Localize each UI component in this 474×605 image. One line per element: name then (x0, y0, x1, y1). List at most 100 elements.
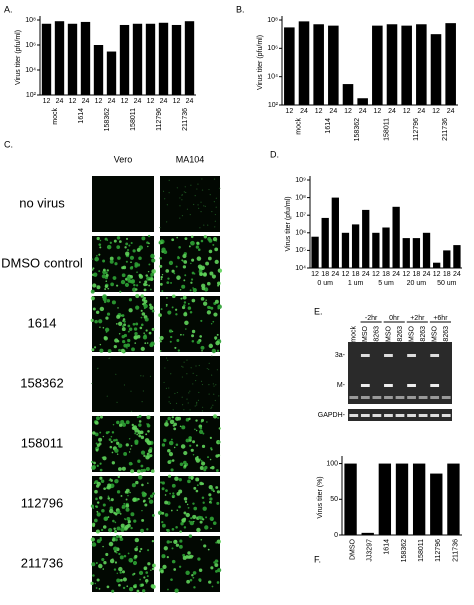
cell-spot (206, 281, 211, 286)
cell-spot (123, 384, 126, 386)
x-tick-label: 12 (344, 108, 352, 115)
cell-spot (109, 558, 115, 564)
cell-spot (117, 467, 122, 471)
cell-spot (105, 552, 109, 557)
cell-spot (141, 323, 144, 327)
cell-spot (190, 262, 192, 265)
x-tick-label: 24 (329, 108, 337, 115)
cell-spot (178, 246, 181, 249)
cell-spot (101, 509, 105, 513)
cell-spot (128, 327, 133, 332)
cell-spot (166, 540, 170, 544)
cell-spot (213, 178, 216, 180)
cell-spot (198, 578, 202, 582)
cell-spot (214, 336, 218, 340)
cell-spot (145, 455, 150, 460)
bar (342, 84, 354, 105)
cell-spot (186, 579, 191, 584)
cell-spot (211, 374, 213, 376)
cell-spot (165, 489, 168, 492)
group-label: 1614 (78, 108, 85, 124)
cell-spot (129, 448, 132, 450)
cell-spot (102, 435, 105, 438)
y-tick-label: 10⁸ (267, 17, 278, 24)
cell-spot (98, 270, 101, 273)
cell-spot (163, 438, 167, 443)
cell-spot (163, 381, 165, 384)
cell-spot (96, 285, 101, 290)
cell-spot (108, 479, 111, 482)
cell-spot (195, 402, 198, 404)
cell-spot (183, 464, 187, 468)
cell-spot (196, 188, 198, 190)
cell-spot (114, 521, 117, 524)
cell-spot (99, 326, 101, 328)
cell-spot (106, 298, 111, 303)
cell-spot (116, 401, 118, 403)
cell-spot (169, 492, 171, 495)
cell-spot (148, 284, 151, 287)
cell-spot (212, 243, 215, 246)
cell-spot (175, 525, 178, 529)
cell-spot (182, 265, 187, 269)
cell-spot (130, 242, 133, 245)
cell-spot (193, 520, 195, 523)
cell-spot (212, 383, 214, 385)
cell-spot (182, 334, 185, 336)
cell-spot (114, 262, 118, 266)
cell-spot (205, 299, 207, 301)
y-tick-label: 100 (326, 460, 338, 467)
band (430, 396, 440, 399)
cell-spot (206, 421, 208, 423)
cell-spot (206, 310, 212, 315)
cell-spot (209, 436, 212, 439)
cell-spot (96, 510, 99, 513)
cell-spot (96, 368, 99, 370)
x-tick-label: 24 (134, 98, 142, 105)
cell-spot (196, 374, 198, 377)
cell-spot (201, 406, 204, 408)
cell-spot (102, 297, 107, 302)
x-tick-label: 12 (173, 98, 181, 105)
cell-spot (128, 557, 134, 563)
cell-spot (99, 468, 103, 472)
cell-spot (197, 557, 201, 561)
cell-spot (138, 570, 144, 575)
cell-spot (175, 443, 179, 446)
cell-spot (140, 294, 144, 298)
cell-spot (205, 516, 208, 519)
bar (416, 24, 427, 106)
band (360, 354, 370, 357)
y-axis-label: Virus titer (pfu/ml) (15, 30, 22, 85)
cell-spot (129, 266, 134, 270)
cell-spot (168, 387, 170, 389)
cell-spot (99, 239, 102, 242)
cell-spot (134, 342, 137, 344)
x-tick-label: 12 (315, 108, 323, 115)
cell-spot (191, 298, 196, 303)
band (384, 384, 393, 387)
cell-spot (138, 423, 142, 427)
cell-spot (95, 416, 100, 421)
cell-spot (171, 416, 174, 419)
cell-spot (149, 288, 152, 291)
cell-spot (170, 509, 173, 512)
cell-spot (216, 490, 221, 494)
cell-spot (213, 385, 215, 387)
cell-spot (147, 245, 149, 248)
cell-spot (112, 519, 115, 523)
cell-spot (130, 444, 133, 447)
cell-spot (123, 554, 127, 558)
cell-spot (140, 375, 142, 377)
y-tick-label: 10⁴ (25, 67, 36, 74)
cell-spot (182, 295, 187, 300)
cell-spot (191, 329, 196, 334)
cell-spot (168, 401, 170, 403)
bar (402, 238, 410, 268)
band (384, 414, 393, 417)
cell-spot (165, 387, 168, 389)
cell-spot (146, 415, 151, 420)
cell-spot (93, 272, 98, 277)
cell-spot (200, 211, 202, 213)
cell-spot (114, 448, 119, 453)
